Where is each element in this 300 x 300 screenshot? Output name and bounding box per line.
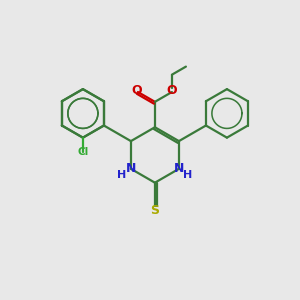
- Text: N: N: [126, 162, 136, 175]
- Text: O: O: [167, 84, 177, 98]
- Text: N: N: [174, 162, 184, 175]
- Text: H: H: [118, 170, 127, 180]
- Text: H: H: [183, 170, 192, 180]
- Text: O: O: [131, 84, 142, 98]
- Text: Cl: Cl: [77, 146, 88, 157]
- Text: S: S: [150, 204, 159, 217]
